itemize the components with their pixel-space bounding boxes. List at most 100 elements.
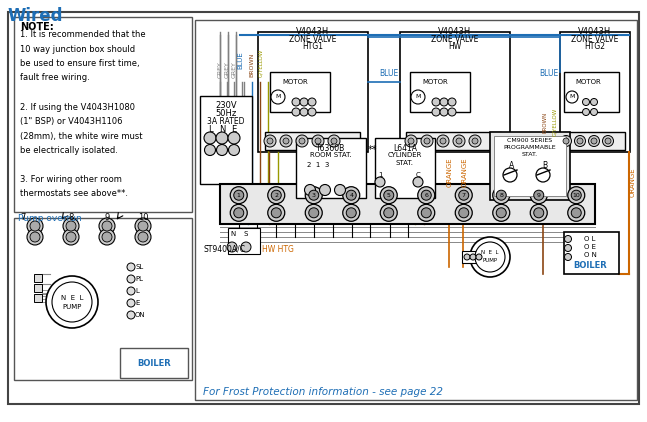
Circle shape	[476, 254, 482, 260]
Circle shape	[455, 204, 472, 221]
Bar	[34, 294, 42, 302]
Circle shape	[459, 208, 468, 218]
Circle shape	[534, 208, 543, 218]
Circle shape	[127, 311, 135, 319]
Circle shape	[127, 263, 135, 271]
Text: 2. If using the V4043H1080: 2. If using the V4043H1080	[20, 103, 135, 111]
Text: G/YELLOW: G/YELLOW	[259, 49, 263, 77]
Text: BROWN: BROWN	[542, 111, 547, 133]
Circle shape	[267, 138, 273, 144]
Bar	[200, 96, 252, 184]
Bar	[220, 184, 595, 224]
Text: E: E	[135, 300, 139, 306]
Circle shape	[268, 187, 285, 204]
Text: 9: 9	[104, 214, 109, 222]
Text: 6: 6	[424, 193, 428, 197]
Bar	[34, 284, 42, 292]
Text: fault free wiring.: fault free wiring.	[20, 73, 90, 82]
Bar	[265, 132, 360, 150]
Text: ST9400A/C: ST9400A/C	[204, 244, 246, 254]
Bar	[14, 17, 192, 212]
Circle shape	[27, 229, 43, 245]
Bar	[410, 72, 470, 112]
Circle shape	[230, 204, 247, 221]
Circle shape	[496, 190, 506, 200]
Circle shape	[459, 190, 468, 200]
Text: M: M	[276, 95, 281, 100]
Circle shape	[305, 187, 322, 204]
Text: ZONE VALVE: ZONE VALVE	[432, 35, 479, 44]
Circle shape	[30, 232, 40, 242]
Circle shape	[305, 204, 322, 221]
Bar	[564, 232, 619, 274]
Circle shape	[575, 135, 586, 146]
Circle shape	[217, 144, 228, 155]
Circle shape	[571, 190, 581, 200]
Bar	[228, 228, 260, 254]
Circle shape	[563, 138, 569, 144]
Text: 7: 7	[20, 214, 26, 222]
Circle shape	[536, 168, 550, 182]
Circle shape	[440, 98, 448, 106]
Circle shape	[464, 254, 470, 260]
Circle shape	[99, 229, 115, 245]
Circle shape	[418, 187, 435, 204]
Text: BOILER: BOILER	[573, 261, 607, 270]
Text: B: B	[542, 162, 547, 170]
Circle shape	[52, 282, 92, 322]
Circle shape	[30, 221, 40, 231]
Text: 9: 9	[537, 193, 541, 197]
Text: GREY: GREY	[232, 61, 237, 78]
Circle shape	[234, 190, 244, 200]
Circle shape	[204, 144, 215, 155]
Circle shape	[63, 229, 79, 245]
Circle shape	[346, 208, 356, 218]
Circle shape	[135, 218, 151, 234]
Text: L: L	[208, 124, 212, 133]
Text: For Frost Protection information - see page 22: For Frost Protection information - see p…	[203, 387, 443, 397]
Circle shape	[432, 108, 440, 116]
Bar	[258, 32, 368, 152]
Text: 4: 4	[349, 193, 353, 197]
Text: O E: O E	[584, 244, 596, 250]
Text: C: C	[415, 172, 421, 178]
Circle shape	[589, 135, 600, 146]
Circle shape	[63, 218, 79, 234]
Circle shape	[127, 287, 135, 295]
Text: O N: O N	[584, 252, 597, 258]
Text: 230V: 230V	[215, 101, 237, 110]
Text: O L: O L	[584, 236, 596, 242]
Circle shape	[384, 190, 394, 200]
Text: V4043H: V4043H	[578, 27, 611, 36]
Circle shape	[470, 237, 510, 277]
Text: ZONE VALVE: ZONE VALVE	[571, 35, 619, 44]
Circle shape	[135, 229, 151, 245]
Circle shape	[568, 204, 585, 221]
Bar	[462, 251, 484, 263]
Bar	[296, 138, 366, 198]
Bar	[490, 132, 570, 200]
Circle shape	[591, 98, 597, 106]
Text: 10: 10	[138, 214, 148, 222]
Circle shape	[230, 187, 247, 204]
Circle shape	[413, 177, 423, 187]
Text: 1. It is recommended that the: 1. It is recommended that the	[20, 30, 146, 39]
Circle shape	[568, 187, 585, 204]
Text: be used to ensure first time,: be used to ensure first time,	[20, 59, 140, 68]
Text: N  E  L: N E L	[61, 295, 83, 301]
Text: **: **	[367, 145, 377, 155]
Circle shape	[560, 135, 571, 146]
Circle shape	[432, 98, 440, 106]
Circle shape	[127, 275, 135, 283]
Circle shape	[334, 184, 345, 195]
Circle shape	[305, 184, 316, 195]
Text: NOTE:: NOTE:	[20, 22, 54, 32]
Circle shape	[605, 138, 611, 144]
Text: M: M	[415, 95, 421, 100]
Text: V4043H: V4043H	[439, 27, 472, 36]
Circle shape	[292, 108, 300, 116]
Circle shape	[534, 190, 543, 200]
Text: 2  1  3: 2 1 3	[307, 162, 329, 168]
Text: GREY: GREY	[217, 61, 223, 78]
Circle shape	[591, 138, 597, 144]
